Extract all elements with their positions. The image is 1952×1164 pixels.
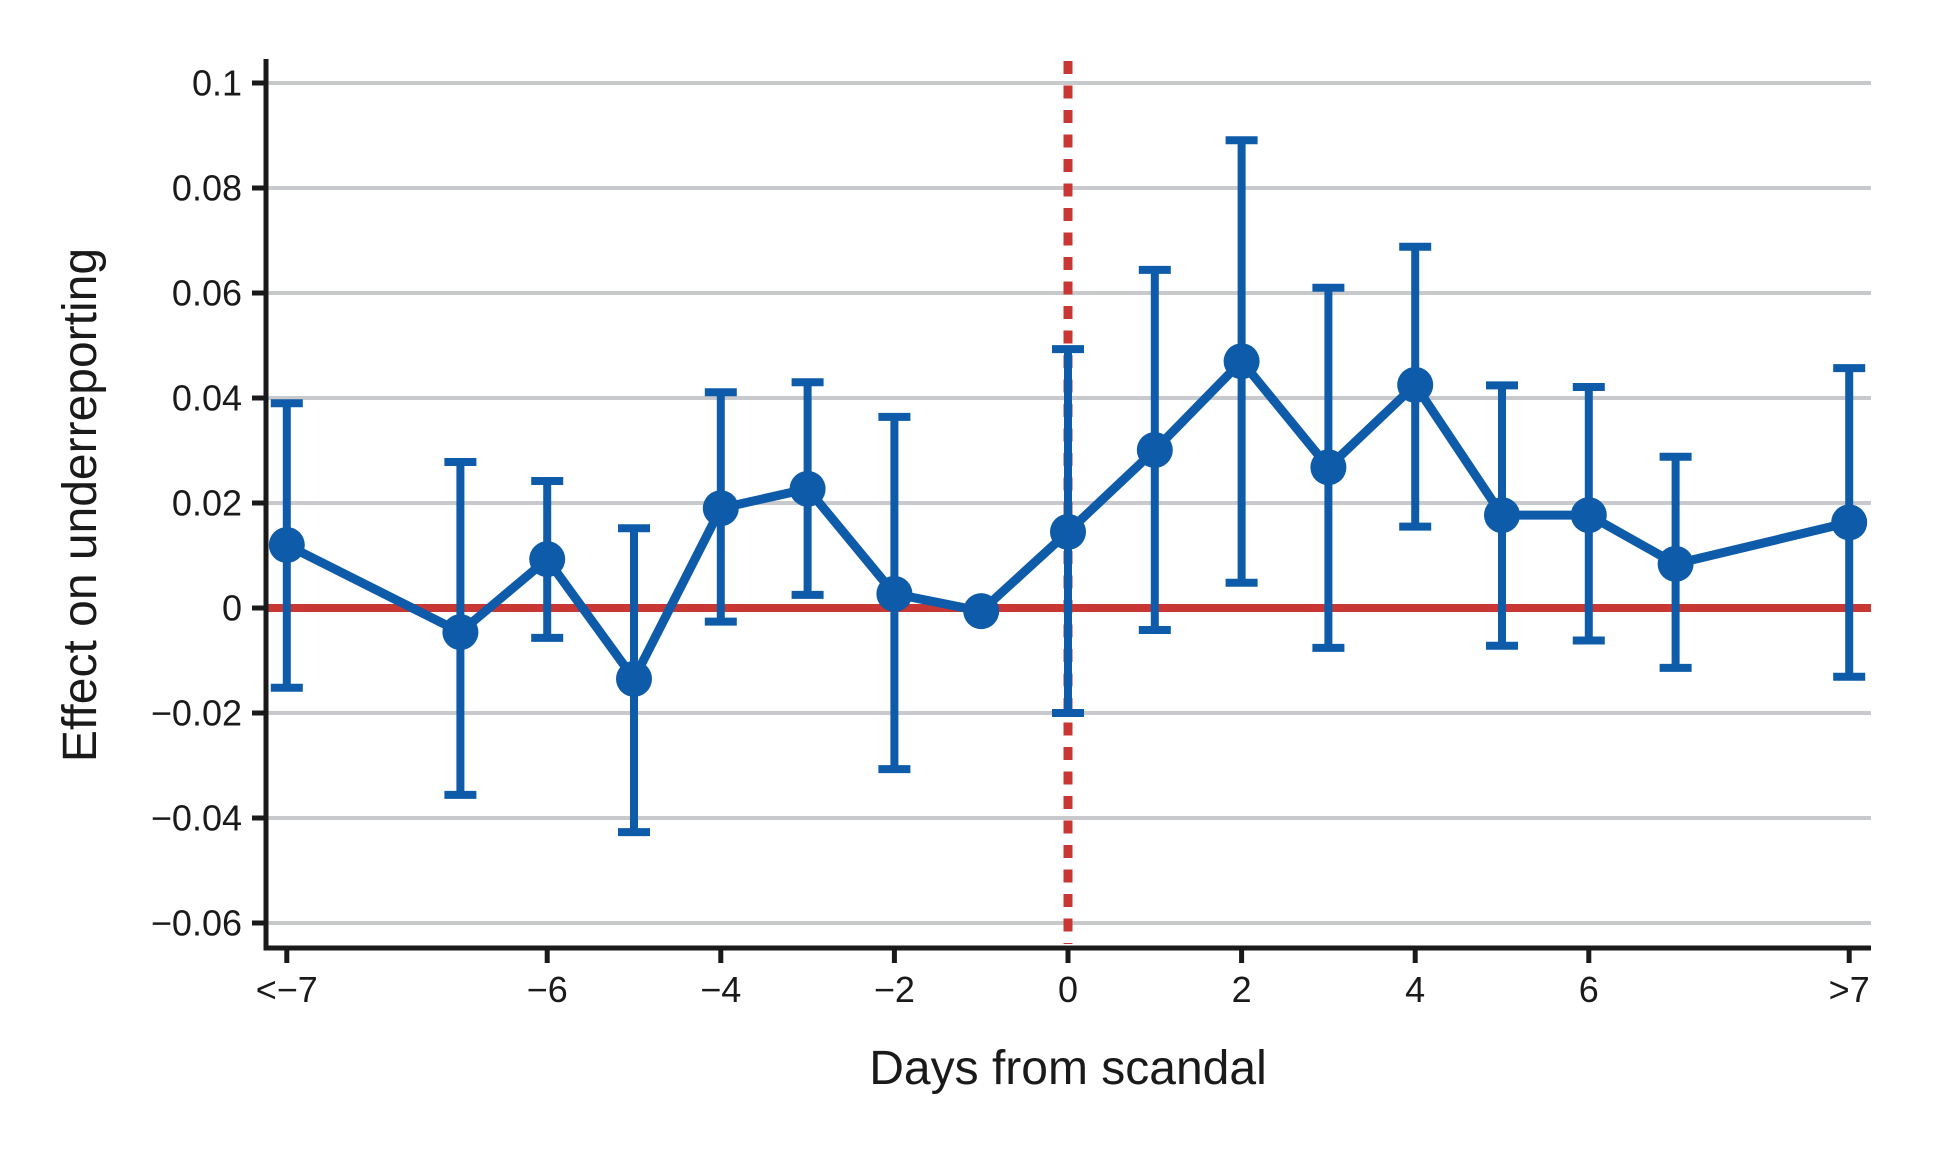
y-tick-label: 0.1 [192,63,242,104]
y-tick-label: 0.08 [172,168,242,209]
data-point [1050,513,1086,550]
data-point [963,593,1000,630]
data-point [1657,545,1694,582]
x-tick-label: 6 [1579,969,1599,1010]
data-points [268,343,1868,697]
data-point [268,527,305,563]
data-point [1397,366,1434,403]
data-point [1484,497,1520,534]
x-tick-label: 4 [1405,969,1425,1010]
y-tick-label: 0.06 [172,273,242,314]
x-tick-label: 2 [1232,969,1252,1010]
data-point [616,660,652,697]
data-point [1831,504,1868,541]
tick-labels: 0.1 0.08 0.06 0.04 0.02 0 −0.02 −0.04 −0.06 <−7 −6… [151,63,1870,1011]
y-tick-label: 0.04 [172,378,242,419]
data-point [1223,343,1260,380]
y-tick-label: −0.02 [151,693,242,734]
data-point [1310,449,1347,486]
x-tick-label: −2 [874,969,915,1010]
data-point [1570,497,1607,534]
x-tick-label: −4 [700,969,741,1010]
y-tick-label: 0.02 [172,483,242,524]
axis-titles: Days from scandal Effect on underreporti… [54,248,1267,1095]
data-point [442,614,479,651]
data-point [702,490,739,527]
y-axis-title: Effect on underreporting [54,248,107,762]
data-point [1136,431,1173,468]
x-tick-label: <−7 [256,969,318,1010]
x-tick-label: 0 [1058,969,1078,1010]
y-tick-label: −0.04 [151,798,242,839]
axes [252,59,1871,963]
x-tick-label: −6 [527,969,568,1010]
x-tick-label: >7 [1829,969,1870,1010]
data-point [529,541,566,578]
y-tick-label: 0 [222,588,242,629]
x-axis-title: Days from scandal [869,1042,1266,1095]
data-point [789,470,826,507]
y-tick-label: −0.06 [151,903,242,944]
data-point [876,575,913,612]
error-bars [270,136,1866,837]
